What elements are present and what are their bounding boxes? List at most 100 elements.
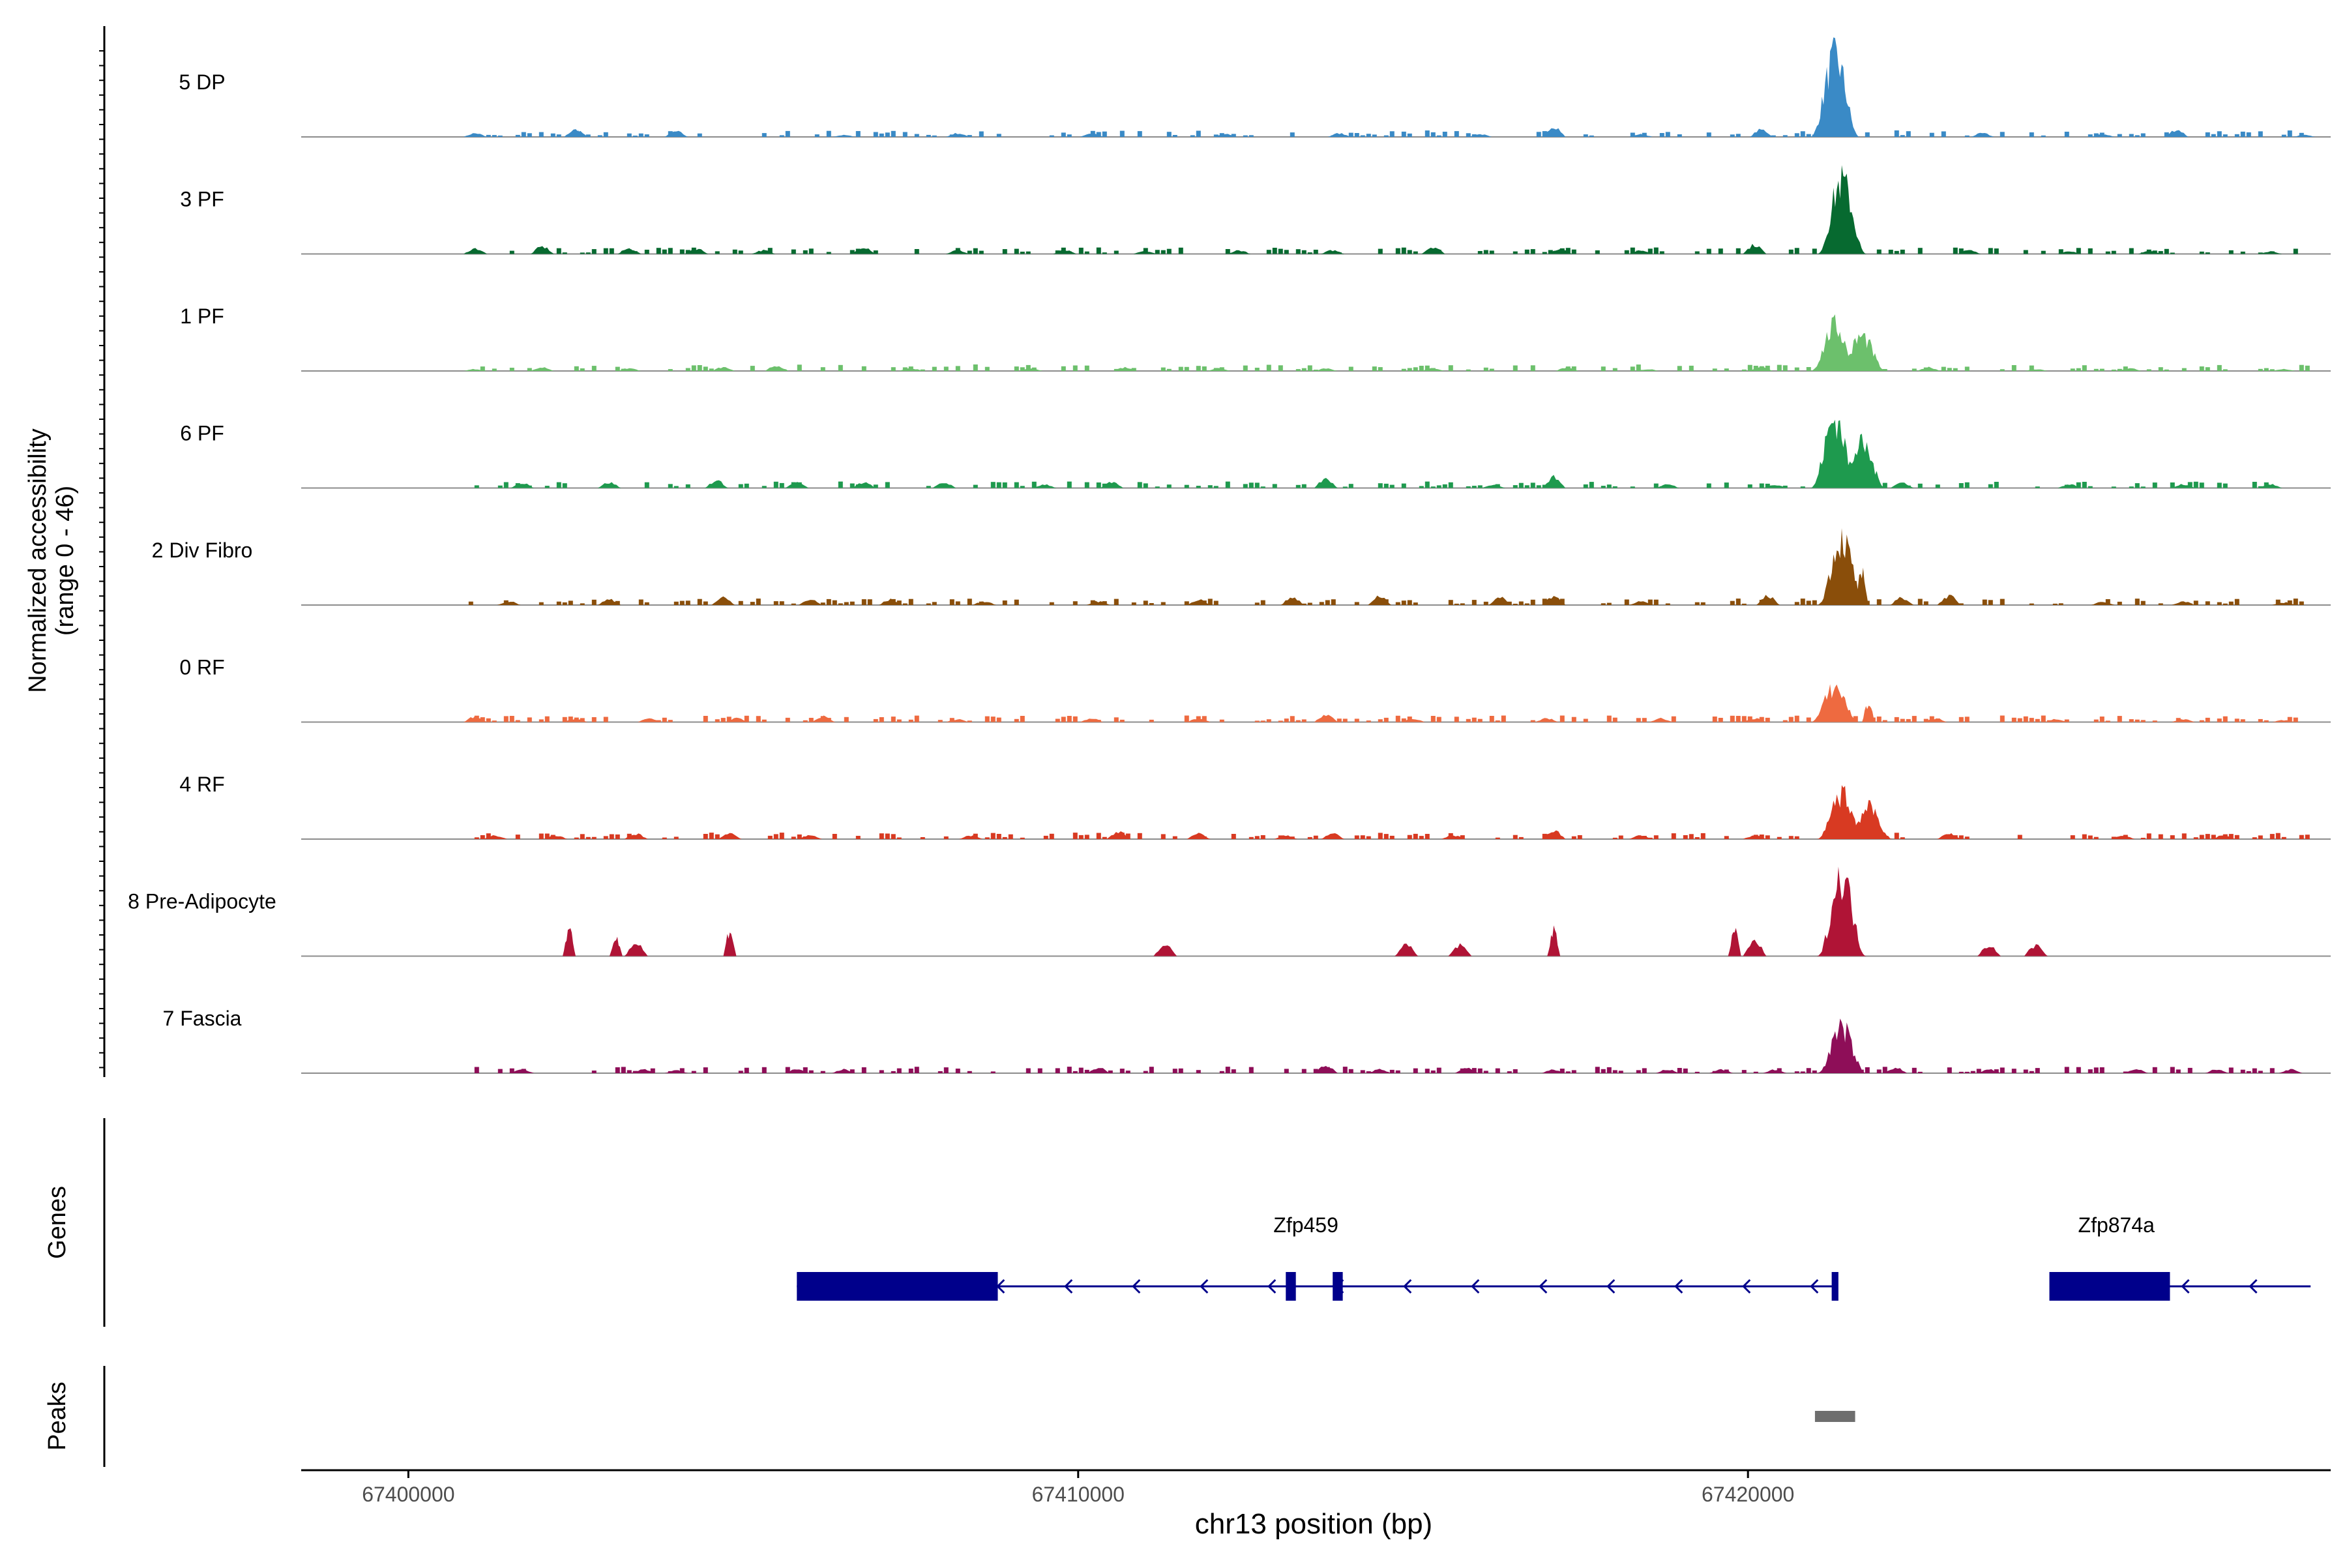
coverage-bin bbox=[1401, 368, 1406, 371]
coverage-bin bbox=[1917, 483, 1923, 488]
coverage-bin bbox=[1876, 249, 1882, 254]
coverage-bin bbox=[2111, 836, 2116, 839]
coverage-bin bbox=[1014, 248, 1019, 254]
coverage-bin bbox=[2023, 250, 2028, 254]
coverage-bin bbox=[1724, 368, 1729, 371]
coverage-bin bbox=[779, 833, 784, 839]
coverage-bin bbox=[1618, 835, 1623, 839]
coverage-bin bbox=[1419, 486, 1424, 488]
coverage-bin bbox=[920, 369, 925, 371]
coverage-bin bbox=[849, 601, 855, 605]
coverage-bin bbox=[1495, 484, 1500, 488]
coverage-bin bbox=[2234, 835, 2239, 839]
coverage-bin bbox=[492, 720, 497, 722]
coverage-bin bbox=[1735, 599, 1741, 605]
coverage-bin bbox=[1366, 1071, 1371, 1073]
coverage-bin bbox=[1753, 1071, 1758, 1073]
coverage-bin bbox=[1964, 251, 1970, 254]
coverage-bin bbox=[1718, 718, 1723, 722]
coverage-bin bbox=[932, 135, 937, 137]
coverage-bin bbox=[2093, 368, 2099, 371]
coverage-bin bbox=[615, 366, 620, 371]
coverage-bin bbox=[1102, 483, 1107, 488]
coverage-bin bbox=[2134, 483, 2140, 488]
coverage-bin bbox=[2199, 366, 2204, 371]
coverage-bin bbox=[1683, 835, 1688, 839]
coverage-bin bbox=[2099, 1067, 2104, 1073]
coverage-bin bbox=[1683, 1068, 1688, 1073]
coverage-bin bbox=[1243, 484, 1248, 488]
coverage-bin bbox=[539, 132, 544, 137]
coverage-bin bbox=[1067, 1067, 1072, 1073]
coverage-bin bbox=[2258, 486, 2263, 488]
coverage-bin bbox=[2170, 1067, 2175, 1073]
coverage-bin bbox=[2035, 486, 2040, 488]
coverage-bin bbox=[732, 718, 737, 722]
coverage-bin bbox=[2217, 131, 2222, 137]
coverage-bin bbox=[503, 600, 509, 605]
coverage-bin bbox=[503, 482, 509, 488]
coverage-bin bbox=[2222, 134, 2228, 137]
coverage-bin bbox=[1741, 716, 1747, 722]
coverage-bin bbox=[1771, 135, 1776, 137]
coverage-bin bbox=[1166, 484, 1172, 488]
coverage-bin bbox=[1947, 368, 1952, 371]
coverage-bin bbox=[861, 366, 866, 371]
coverage-bin bbox=[1917, 248, 1923, 254]
coverage-bin bbox=[2152, 720, 2157, 722]
coverage-bin bbox=[1554, 833, 1559, 839]
coverage-bin bbox=[673, 836, 679, 839]
coverage-bin bbox=[1829, 835, 1835, 839]
coverage-bin bbox=[1906, 718, 1911, 722]
coverage-bin bbox=[2117, 716, 2122, 722]
coverage-bin bbox=[1518, 482, 1524, 488]
coverage-bin bbox=[2205, 717, 2210, 722]
coverage-bin bbox=[1958, 717, 1964, 722]
coverage-bin bbox=[2293, 248, 2298, 254]
coverage-bin bbox=[990, 1071, 996, 1073]
coverage-bin bbox=[820, 1071, 825, 1073]
coverage-bin bbox=[1876, 599, 1882, 605]
coverage-bin bbox=[2246, 1071, 2251, 1073]
coverage-bin bbox=[1788, 836, 1793, 839]
coverage-bin bbox=[1835, 603, 1840, 605]
coverage-bin bbox=[697, 599, 702, 605]
coverage-bin bbox=[1407, 600, 1412, 605]
coverage-bin bbox=[2181, 368, 2187, 371]
coverage-bin bbox=[2269, 251, 2275, 254]
coverage-bin bbox=[1853, 716, 1858, 722]
track-label: 6 PF bbox=[180, 422, 224, 445]
coverage-bin bbox=[797, 834, 802, 839]
coverage-bin bbox=[2240, 131, 2245, 137]
coverage-bin bbox=[1119, 1069, 1125, 1073]
coverage-bin bbox=[1507, 1071, 1512, 1073]
coverage-bin bbox=[1160, 834, 1166, 839]
coverage-bin bbox=[1325, 600, 1330, 605]
coverage-bin bbox=[492, 368, 497, 371]
coverage-bin bbox=[1366, 134, 1371, 137]
coverage-bin bbox=[1225, 1067, 1230, 1073]
coverage-bin bbox=[2228, 250, 2234, 254]
coverage-bin bbox=[1160, 250, 1166, 254]
coverage-bin bbox=[1665, 1071, 1670, 1073]
coverage-bin bbox=[591, 836, 597, 839]
coverage-bin bbox=[691, 247, 696, 254]
coverage-bin bbox=[1278, 248, 1283, 254]
coverage-peak bbox=[972, 601, 996, 605]
coverage-bin bbox=[644, 134, 649, 137]
coverage-bin bbox=[1067, 134, 1072, 137]
coverage-peak bbox=[932, 483, 956, 488]
coverage-bin bbox=[2140, 486, 2146, 488]
coverage-bin bbox=[715, 251, 720, 254]
coverage-bin bbox=[1389, 131, 1395, 137]
coverage-bin bbox=[1835, 484, 1840, 488]
coverage-bin bbox=[1313, 370, 1318, 371]
coverage-bin bbox=[562, 602, 567, 605]
coverage-bin bbox=[891, 1071, 896, 1073]
coverage-bin bbox=[1659, 251, 1664, 254]
coverage-bin bbox=[1342, 718, 1348, 722]
coverage-bin bbox=[1378, 367, 1383, 371]
coverage-bin bbox=[1483, 250, 1488, 254]
coverage-bin bbox=[891, 834, 896, 839]
coverage-bin bbox=[1231, 1069, 1236, 1073]
